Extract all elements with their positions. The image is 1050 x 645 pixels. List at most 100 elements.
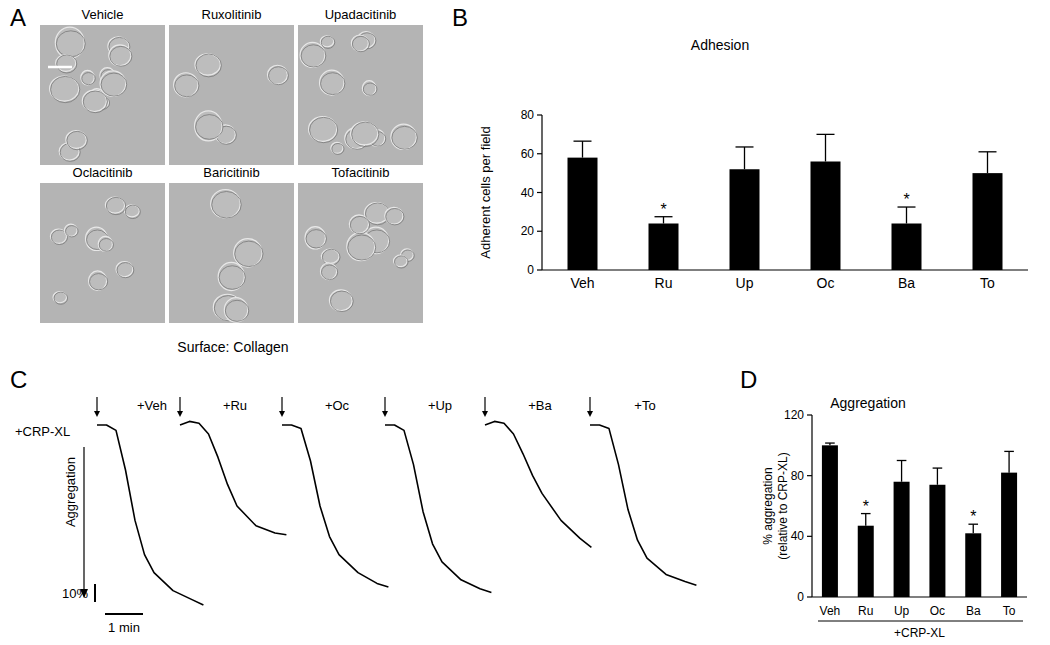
panel-label: D [740,366,757,393]
bar [894,482,910,597]
cell-shadow [101,73,127,96]
cell-shadow [332,143,344,154]
cell [224,298,247,323]
y-axis-label: Adherent cells per field [478,126,493,258]
cell [211,189,241,218]
image-label: Baricitinib [203,165,259,180]
y-tick [537,269,542,270]
bar [973,173,1003,270]
image-frame [40,183,165,323]
cell [89,271,107,291]
error-bar [973,524,974,533]
y-axis-label: (relative to CRP-XL) [776,452,790,559]
cell-shadow [392,126,417,149]
x-tick-label: To [980,275,995,291]
cell-shadow [125,205,140,218]
trace [485,421,591,547]
cell [331,142,343,153]
image-label: Ruxolitinib [202,7,262,22]
cell [116,262,133,277]
cell-shadow [196,54,221,77]
cell-shadow [352,36,369,51]
cell-shadow [117,263,134,278]
background [0,0,1050,645]
plot-area [822,443,1017,597]
trace-label: +Up [428,398,452,413]
cell [268,65,288,84]
cell [351,122,378,145]
start-label: +CRP-XL [15,424,70,439]
image-label: Oclacitinib [73,165,133,180]
plot-area [568,134,1003,270]
error-cap [817,134,835,135]
cell [347,232,375,260]
image-frame [298,183,423,323]
cell [385,207,403,224]
cell [349,215,368,233]
x-tick-label: Ru [858,604,873,618]
arrow-head [177,411,183,417]
bar [929,485,945,597]
cell [234,239,262,267]
y-tick [807,596,812,597]
bar [730,169,760,270]
bar [858,526,874,597]
arrow-head [382,411,388,417]
cell-shadow [66,226,79,237]
cell-shadow [321,73,345,95]
y-tick-label: 80 [521,108,535,122]
trace [97,425,203,605]
x-tick-label: Oc [817,275,835,291]
image-label: Tofacitinib [332,165,390,180]
cell [195,111,222,141]
micrograph [40,25,165,165]
bar [1001,473,1017,597]
error-bar [901,461,902,482]
cell-shadow [175,75,199,97]
cell-shadow [363,83,377,95]
cell-shadow [212,191,242,218]
x-axis-label: +CRP-XL [894,626,945,640]
cell [65,224,78,236]
cell [320,70,344,95]
y-tick-label: 0 [797,590,804,604]
cell [174,73,198,97]
trace [590,425,696,585]
cell [218,262,244,290]
cell-shadow [269,67,289,85]
y-axis-label: % aggregation [761,467,775,544]
micrograph [169,25,294,165]
error-cap [1004,451,1014,452]
trace-label: +Veh [137,398,167,413]
y-tick [537,192,542,193]
trace [282,425,388,587]
y-tick-label: 60 [521,147,535,161]
error-cap [933,467,943,468]
panel-label: A [10,4,26,31]
y-axis [811,415,812,597]
x-tick-label: To [1003,604,1016,618]
cell-shadow [56,31,85,57]
bar [892,224,922,271]
cell-shadow [225,300,248,321]
y-tick-label: 40 [521,186,535,200]
bar [822,445,838,597]
y-tick [807,536,812,537]
image-label: Upadacitinib [325,7,397,22]
direction-arrow [83,447,84,595]
error-bar [582,141,583,157]
significance: * [863,498,869,515]
x-tick-label: Veh [570,275,594,291]
x-axis [542,269,1028,270]
cell [329,290,352,311]
error-bar [744,147,745,169]
image-frame [169,25,294,165]
cell-shadow [330,291,353,312]
bar [568,158,598,270]
x-tick-label: Ba [966,604,981,618]
scale-bar [94,584,96,602]
cell-shadow [110,46,132,66]
micrograph [40,183,165,323]
cell-shadow [82,73,95,85]
bracket [818,621,1023,622]
